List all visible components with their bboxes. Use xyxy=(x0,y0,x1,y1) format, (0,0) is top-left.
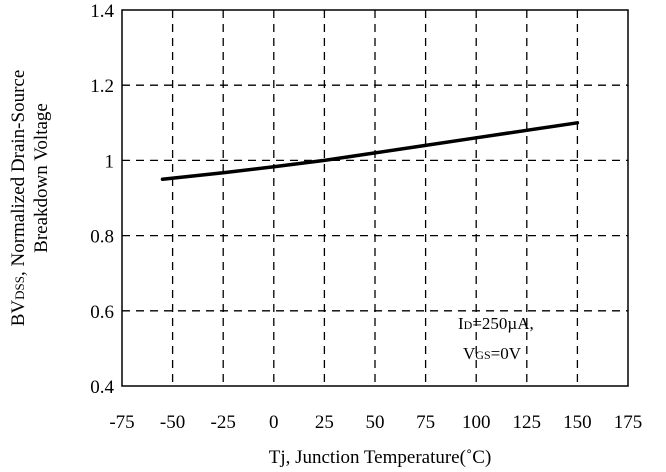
x-tick-label: -50 xyxy=(160,412,185,433)
condition-label-vgs: VGS=0V xyxy=(463,344,522,363)
condition-vgs-v: V xyxy=(463,344,476,363)
x-tick-label: 125 xyxy=(513,412,542,433)
y-axis-title-dss: DSS xyxy=(12,276,27,300)
condition-id-value: =250µA, xyxy=(472,314,533,333)
y-tick-label: 1 xyxy=(105,151,115,172)
condition-id-i: I xyxy=(458,314,464,333)
condition-vgs-sub: GS xyxy=(475,348,490,362)
x-axis-title: Tj, Junction Temperature(˚C) xyxy=(269,447,492,468)
x-tick-label: 150 xyxy=(563,412,592,433)
y-tick-label: 1.4 xyxy=(90,1,114,22)
x-tick-label: 0 xyxy=(269,412,279,433)
x-tick-label: 175 xyxy=(614,412,643,433)
y-axis-title-line-2: Breakdown Voltage xyxy=(31,103,52,253)
x-tick-label: 75 xyxy=(416,412,435,433)
y-tick-label: 1.2 xyxy=(90,76,114,97)
series-line xyxy=(160,121,580,181)
plot-area-frame xyxy=(121,9,629,387)
y-axis-title-line-1: BVDSS, Normalized Drain-Source xyxy=(8,70,29,327)
x-tick-label: -75 xyxy=(109,412,134,433)
y-axis-title-bv: BV xyxy=(8,300,29,327)
x-tick-label: -25 xyxy=(211,412,236,433)
y-tick-label: 0.6 xyxy=(90,302,114,323)
grid xyxy=(122,10,628,386)
y-tick-label: 0.8 xyxy=(90,227,114,248)
x-tick-labels: -75 -50 -25 0 25 50 75 100 125 150 175 xyxy=(109,412,642,433)
condition-id-sub: D xyxy=(464,318,473,332)
series-layer xyxy=(160,121,580,181)
condition-label-id: ID=250µA, xyxy=(458,314,534,333)
x-tick-label: 50 xyxy=(366,412,385,433)
condition-vgs-value: =0V xyxy=(491,344,522,363)
y-tick-labels: 0.4 0.6 0.8 1 1.2 1.4 xyxy=(90,1,114,398)
y-tick-label: 0.4 xyxy=(90,377,114,398)
y-axis-title-rest: , Normalized Drain-Source xyxy=(8,70,29,276)
x-tick-label: 100 xyxy=(462,412,491,433)
x-tick-label: 25 xyxy=(315,412,334,433)
